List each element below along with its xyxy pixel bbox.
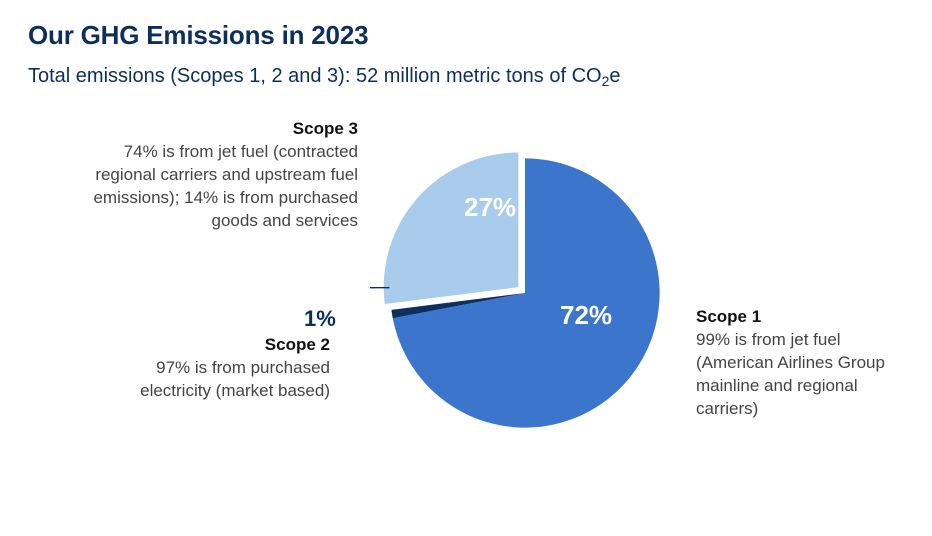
annotation-scope2-body: 97% is from purchased electricity (marke… — [140, 358, 330, 400]
page-title: Our GHG Emissions in 2023 — [28, 20, 904, 51]
subtitle-subscript: 2 — [602, 73, 610, 89]
slice-label-scope2: 1% — [304, 306, 336, 332]
annotation-scope3: Scope 3 74% is from jet fuel (contracted… — [88, 118, 358, 233]
annotation-scope3-head: Scope 3 — [293, 119, 358, 138]
pie-slice-scope-3 — [384, 153, 519, 305]
subtitle-prefix: Total emissions (Scopes 1, 2 and 3): 52 … — [28, 65, 602, 87]
annotation-scope1-head: Scope 1 — [696, 307, 761, 326]
page-subtitle: Total emissions (Scopes 1, 2 and 3): 52 … — [28, 65, 904, 88]
annotation-scope1: Scope 1 99% is from jet fuel (American A… — [696, 306, 896, 421]
chart-area: 72% 27% 1% Scope 1 99% is from jet fuel … — [28, 96, 904, 516]
annotation-scope3-body: 74% is from jet fuel (contracted regiona… — [93, 142, 358, 230]
annotation-scope2-head: Scope 2 — [265, 335, 330, 354]
annotation-scope1-body: 99% is from jet fuel (American Airlines … — [696, 330, 885, 418]
annotation-scope2: Scope 2 97% is from purchased electricit… — [106, 334, 330, 403]
pie-chart: 72% 27% — [370, 138, 680, 448]
subtitle-suffix: e — [609, 65, 620, 87]
pie-svg — [370, 138, 680, 448]
